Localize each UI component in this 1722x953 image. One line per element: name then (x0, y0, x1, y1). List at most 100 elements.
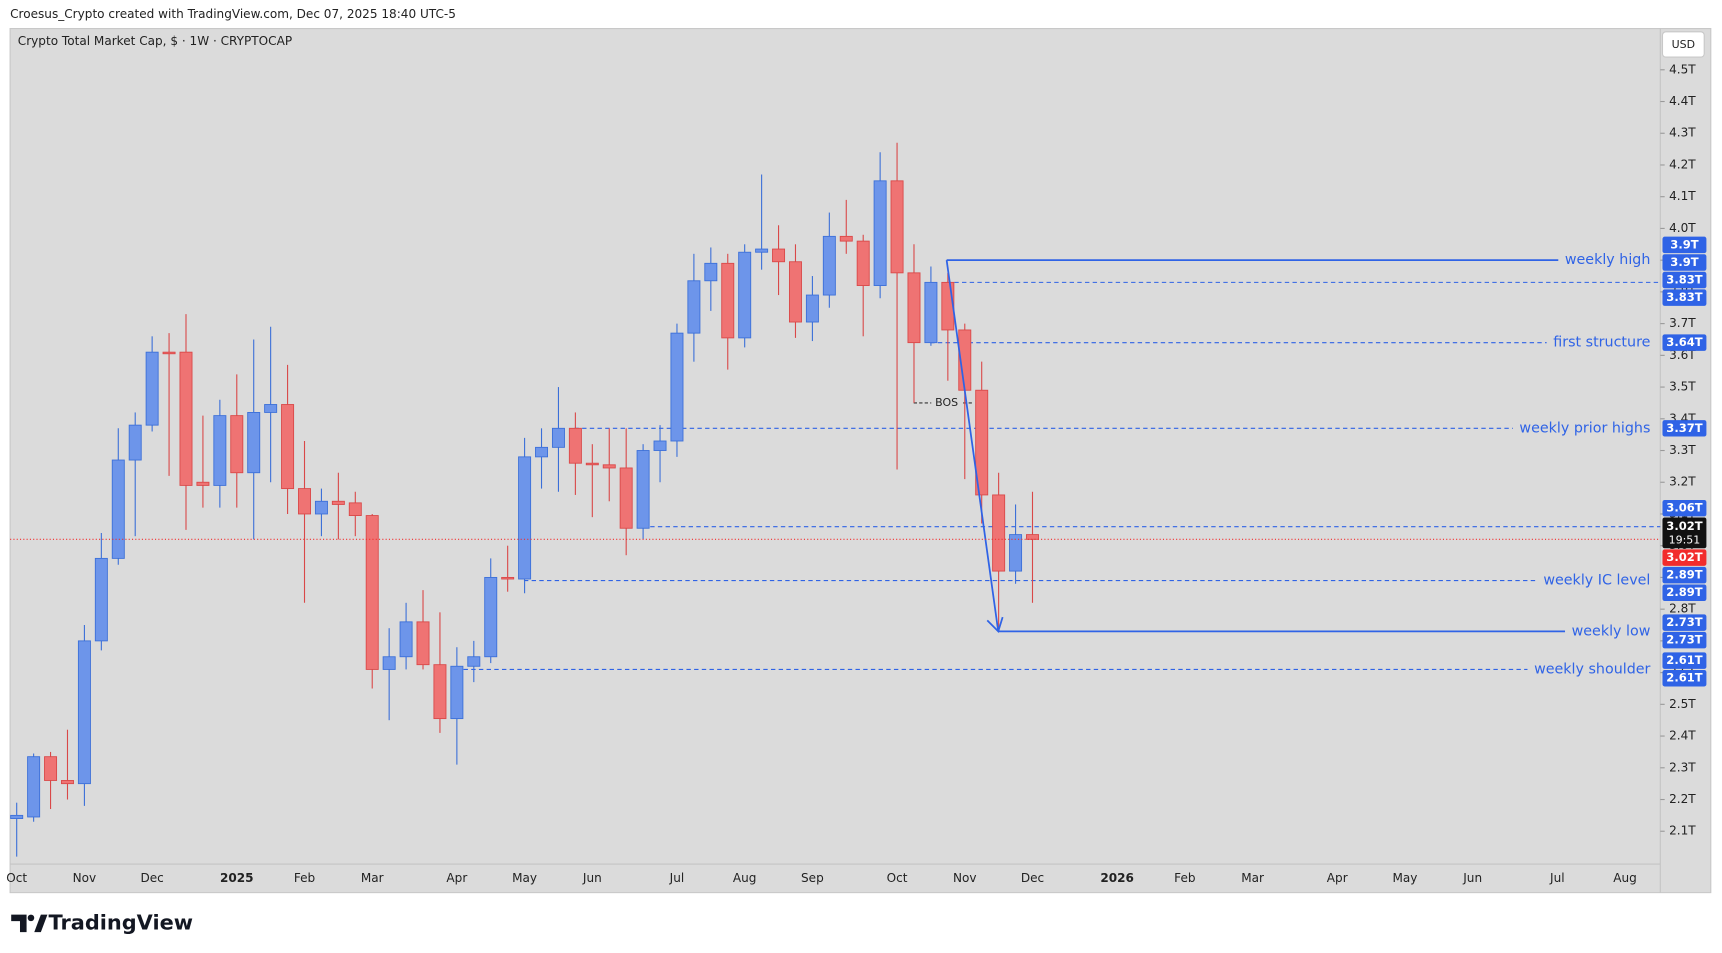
countdown: 19:51 (1669, 534, 1701, 547)
candle-body (535, 446, 549, 458)
y-tick-label: 3.5T (1669, 380, 1696, 394)
x-tick-label: Oct (887, 871, 908, 885)
candle-body (44, 756, 58, 781)
candle-body (247, 412, 261, 474)
x-tick-label: Apr (1327, 871, 1348, 885)
candle-body (61, 780, 74, 785)
x-tick-label: Jul (1549, 871, 1565, 885)
candle-body (602, 464, 616, 469)
y-tick-label: 3.2T (1669, 475, 1696, 489)
price-tag (1662, 289, 1707, 306)
candle-body (179, 351, 193, 486)
price-tag-label: 2.89T (1666, 568, 1702, 582)
x-tick-label: Jul (669, 871, 685, 885)
x-tick-label: Sep (801, 871, 824, 885)
y-tick-label: 3.7T (1669, 316, 1696, 330)
x-tick-label: Mar (1241, 871, 1264, 885)
candle-body (416, 621, 430, 666)
y-tick-label: 3.3T (1669, 443, 1696, 457)
y-tick-label: 4.5T (1669, 62, 1696, 76)
level-label: weekly high (1565, 252, 1651, 268)
candle-body (382, 656, 396, 670)
candle-body (687, 280, 701, 334)
candle-body (738, 251, 752, 339)
y-tick-label: 2.4T (1669, 729, 1696, 743)
y-tick-label: 2.2T (1669, 792, 1696, 806)
price-tag (1662, 566, 1707, 584)
price-tag-label: 2.61T (1666, 653, 1702, 667)
y-tick-label: 3.6T (1669, 348, 1696, 362)
candle-body (636, 450, 650, 529)
logo-mark (34, 914, 48, 933)
candle-body (331, 500, 345, 505)
price-tag (1662, 652, 1707, 669)
price-tag (1662, 236, 1707, 254)
price-tag-label: 3.9T (1670, 237, 1698, 251)
candle-body (975, 389, 989, 496)
brand: TradingView (49, 910, 194, 934)
candle-body (298, 488, 311, 515)
arrow-head (986, 616, 1004, 634)
symbol-legend: Crypto Total Market Cap, $ · 1W · CRYPTO… (18, 34, 292, 48)
candle-body (788, 261, 802, 323)
logo-mark (11, 914, 27, 933)
y-tick-label: 2.1T (1669, 824, 1696, 838)
candle-body (264, 404, 278, 413)
candle-body (721, 262, 735, 339)
y-tick-label: 2.5T (1669, 697, 1696, 711)
price-tag-label: 2.73T (1666, 633, 1702, 647)
credit: Croesus_Crypto created with TradingView.… (10, 7, 456, 21)
price-tag-label: 3.02T (1666, 550, 1702, 564)
price-tag-label: 3.64T (1666, 335, 1702, 349)
candle-body (1009, 534, 1023, 572)
level-label: first structure (1553, 335, 1650, 351)
candle-body (10, 814, 24, 819)
candle-body (924, 281, 938, 344)
price-tag (1662, 669, 1707, 687)
price-tag-label: 3.02T (1666, 519, 1702, 533)
price-tag-label: 3.06T (1666, 501, 1702, 515)
price-tag (1662, 549, 1707, 566)
candle-body (348, 502, 362, 516)
x-tick-label: May (1392, 871, 1417, 885)
candle-body (484, 576, 498, 658)
price-tag (1662, 517, 1707, 549)
candle-body (653, 440, 667, 451)
candle-body (839, 235, 853, 242)
x-tick-label: Jun (1462, 871, 1482, 885)
candle-body (77, 640, 91, 785)
level-label: weekly low (1572, 623, 1651, 639)
candle-body (992, 494, 1006, 572)
candle-body (805, 294, 819, 323)
level-label: weekly shoulder (1534, 661, 1650, 677)
candle-body (551, 427, 565, 448)
x-tick-label: Oct (6, 871, 27, 885)
logo-dot (27, 914, 35, 922)
candle-body (314, 500, 328, 515)
level-label: weekly IC level (1543, 573, 1650, 589)
x-tick-label: Nov (73, 871, 97, 885)
candle-body (670, 332, 684, 442)
candle-body (822, 235, 836, 296)
price-tag (1662, 614, 1707, 631)
candle-body (568, 427, 582, 464)
candle-body (196, 481, 210, 486)
currency-box[interactable] (1661, 31, 1705, 58)
candle-body (128, 424, 142, 461)
y-tick-label: 4.4T (1669, 94, 1696, 108)
price-tag-label: 2.89T (1666, 585, 1702, 599)
candle-body (213, 415, 227, 486)
x-tick-label: Aug (733, 871, 757, 885)
x-tick-label: Nov (953, 871, 977, 885)
candle-body (281, 404, 295, 490)
currency: USD (1672, 38, 1695, 51)
x-tick-label: Jun (582, 871, 602, 885)
candle-body (365, 515, 379, 670)
candle-body (890, 180, 904, 274)
x-tick-label: Aug (1613, 871, 1637, 885)
price-tag-label: 3.37T (1666, 421, 1702, 435)
price-tag (1662, 334, 1707, 351)
candle-body (399, 621, 413, 658)
candle-body (27, 756, 41, 818)
candle-body (856, 240, 870, 286)
